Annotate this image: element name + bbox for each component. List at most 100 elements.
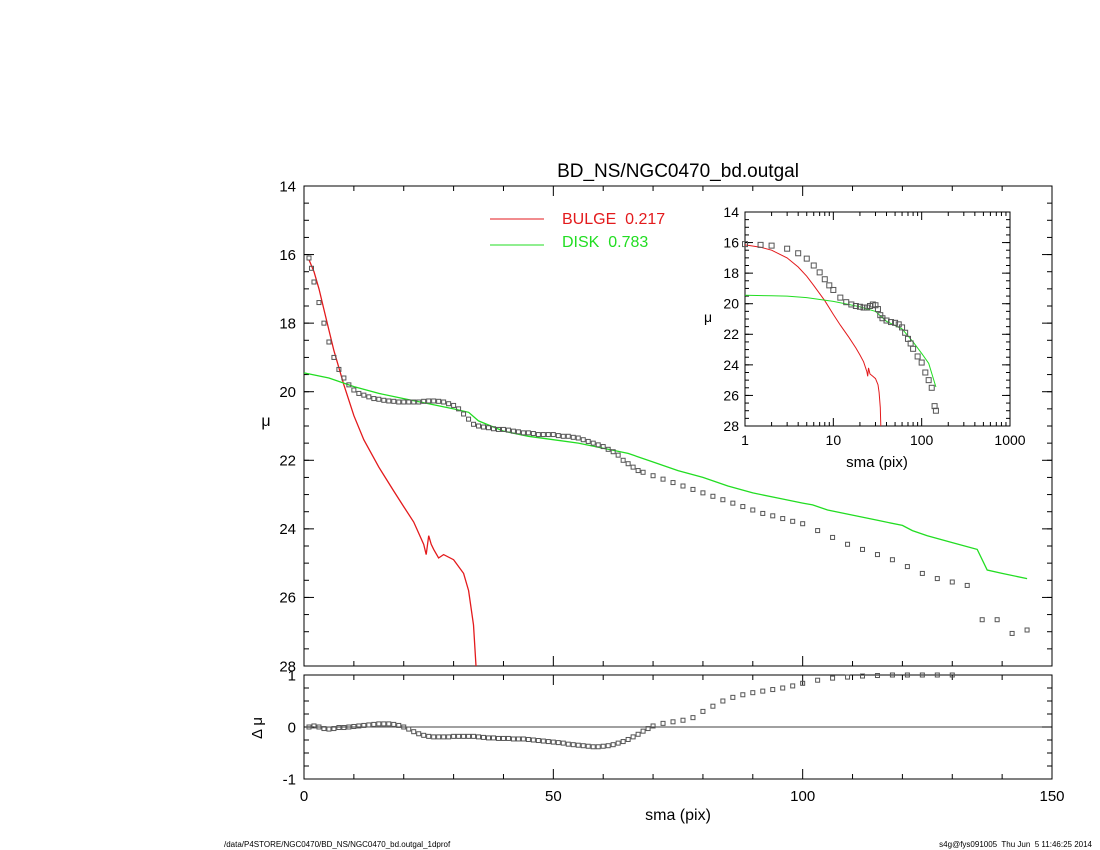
data-point bbox=[760, 510, 766, 516]
data-point bbox=[471, 733, 477, 739]
data-point bbox=[550, 432, 556, 438]
data-point bbox=[605, 446, 611, 452]
footer-user-timestamp: s4g@fys091005 Thu Jun 5 11:46:25 2014 bbox=[939, 840, 1092, 849]
data-point bbox=[700, 708, 706, 714]
data-point bbox=[461, 411, 467, 417]
data-point bbox=[520, 736, 526, 742]
data-point bbox=[351, 723, 357, 729]
data-point bbox=[710, 493, 716, 499]
data-point bbox=[700, 490, 706, 496]
data-point bbox=[525, 736, 531, 742]
residual-y-ticks: 1 0 -1 bbox=[283, 667, 1052, 788]
residual-xlabel: sma (pix) bbox=[645, 807, 711, 824]
y-tick-label: 18 bbox=[723, 265, 739, 281]
y-tick-label: 26 bbox=[723, 387, 739, 403]
data-point bbox=[640, 469, 646, 475]
data-point bbox=[919, 570, 925, 576]
main-y-ticks: 14 16 18 20 22 24 26 28 bbox=[279, 178, 1052, 675]
data-point bbox=[396, 399, 402, 405]
data-point bbox=[790, 518, 796, 524]
data-point bbox=[451, 402, 457, 408]
data-point bbox=[500, 426, 506, 432]
data-point bbox=[889, 557, 895, 563]
data-point bbox=[515, 736, 521, 742]
data-point bbox=[366, 394, 372, 400]
data-point bbox=[660, 720, 666, 726]
data-point bbox=[426, 398, 432, 404]
x-tick-label: 150 bbox=[1039, 788, 1064, 805]
data-point bbox=[500, 735, 506, 741]
data-point bbox=[361, 722, 367, 728]
data-point bbox=[326, 726, 332, 732]
main-panel: BD_NS/NGC0470_bd.outgal μ 14 16 18 20 22 24 26… bbox=[261, 161, 1053, 675]
data-point bbox=[490, 426, 496, 432]
data-point bbox=[386, 721, 392, 727]
disk-line bbox=[744, 294, 937, 388]
main-x-ticks bbox=[303, 186, 1053, 666]
data-point bbox=[803, 255, 810, 262]
data-point bbox=[376, 721, 382, 727]
data-point bbox=[640, 728, 646, 734]
data-point bbox=[770, 687, 776, 693]
data-point bbox=[510, 428, 516, 434]
data-point bbox=[590, 440, 596, 446]
data-point bbox=[830, 534, 836, 540]
data-point bbox=[690, 715, 696, 721]
data-point bbox=[535, 738, 541, 744]
data-point bbox=[530, 431, 536, 437]
data-point bbox=[535, 432, 541, 438]
data-point bbox=[928, 384, 935, 391]
inset-panel: sma (pix) μ 1 10 100 1000 14 16 18 20 22 24 26 28 bbox=[704, 204, 1026, 471]
data-point bbox=[361, 392, 367, 398]
data-point bbox=[816, 269, 823, 276]
data-point bbox=[605, 743, 611, 749]
main-title: BD_NS/NGC0470_bd.outgal bbox=[557, 161, 799, 182]
data-point bbox=[540, 738, 546, 744]
data-point bbox=[441, 399, 447, 405]
data-point bbox=[815, 528, 821, 534]
data-point bbox=[635, 468, 641, 474]
legend-disk-label: DISK 0.783 bbox=[562, 234, 648, 251]
data-point bbox=[366, 722, 372, 728]
residual-x-ticks: 0 50 100 150 bbox=[300, 675, 1065, 805]
data-point bbox=[610, 742, 616, 748]
data-point bbox=[845, 674, 851, 680]
x-tick-label: 10 bbox=[826, 432, 842, 448]
data-point bbox=[545, 432, 551, 438]
inset-xlabel: sma (pix) bbox=[846, 454, 908, 471]
data-point bbox=[560, 433, 566, 439]
data-point bbox=[451, 733, 457, 739]
data-point bbox=[515, 429, 521, 435]
data-point bbox=[720, 497, 726, 503]
data-point bbox=[934, 672, 940, 678]
data-point bbox=[863, 304, 870, 311]
data-point bbox=[780, 685, 786, 691]
data-point bbox=[650, 723, 656, 729]
data-point bbox=[800, 521, 806, 527]
data-point bbox=[949, 672, 955, 678]
data-point bbox=[585, 743, 591, 749]
data-point bbox=[889, 672, 895, 678]
data-point bbox=[520, 430, 526, 436]
data-point bbox=[795, 250, 802, 257]
data-point bbox=[466, 733, 472, 739]
data-point bbox=[371, 396, 377, 402]
data-point bbox=[830, 675, 836, 681]
data-point bbox=[530, 737, 536, 743]
inset-ylabel: μ bbox=[704, 309, 712, 325]
data-point bbox=[585, 438, 591, 444]
data-point bbox=[416, 399, 422, 405]
y-tick-label: 28 bbox=[279, 658, 296, 675]
data-point bbox=[600, 743, 606, 749]
data-point bbox=[560, 740, 566, 746]
residual-ylabel: Δ μ bbox=[249, 717, 266, 739]
data-point bbox=[381, 397, 387, 403]
y-tick-label: 16 bbox=[279, 247, 296, 264]
data-point bbox=[810, 262, 817, 269]
data-point bbox=[401, 724, 407, 730]
inset-y-ticks: 14 16 18 20 22 24 26 28 bbox=[723, 204, 1010, 434]
inset-background bbox=[745, 212, 1010, 426]
y-tick-label: 14 bbox=[723, 204, 739, 220]
data-point bbox=[600, 444, 606, 450]
data-point bbox=[904, 672, 910, 678]
